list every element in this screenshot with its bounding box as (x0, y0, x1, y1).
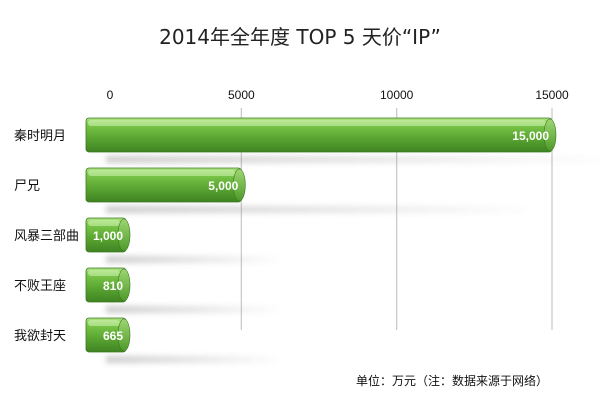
bar-highlight (88, 320, 120, 326)
unit-note: 单位：万元（注：数据来源于网络） (356, 373, 548, 388)
data-label: 810 (103, 279, 123, 293)
category-label: 风暴三部曲 (14, 229, 79, 244)
data-label: 1,000 (93, 229, 123, 243)
bar-shadow (106, 356, 284, 363)
bar (85, 267, 131, 303)
category-label: 尸兄 (14, 179, 40, 194)
bar (85, 317, 131, 353)
data-label: 15,000 (512, 129, 549, 143)
bar-end-cap (543, 118, 557, 152)
data-label: 665 (103, 329, 123, 343)
category-label: 我欲封天 (14, 328, 66, 344)
x-tick-label: 10000 (380, 88, 414, 102)
bar-end-cap (117, 318, 131, 352)
bar-end-cap (117, 268, 131, 302)
data-labels: 15,000 5,000 1,000 810 665 (93, 129, 549, 343)
bar-shadow (106, 206, 538, 213)
bar (85, 217, 131, 253)
data-label: 5,000 (208, 179, 238, 193)
x-tick-label: 0 (107, 88, 114, 102)
bars (85, 117, 557, 353)
bar-highlight (88, 270, 120, 276)
bar-shadows (106, 156, 600, 363)
bar-shadow (106, 256, 284, 263)
chart-title: 2014年全年度 TOP 5 天价“IP” (159, 25, 441, 49)
bar-highlight (88, 170, 236, 176)
bar-end-cap (233, 168, 246, 202)
bar-end-cap (117, 218, 131, 252)
x-tick-label: 5000 (228, 88, 255, 102)
bar-highlight (88, 220, 120, 226)
category-label: 秦时明月 (14, 129, 66, 144)
bar-shadow (106, 306, 284, 313)
bar-highlight (88, 120, 546, 126)
category-label: 不败王座 (14, 279, 66, 294)
bar (85, 117, 557, 153)
x-tick-label: 15000 (535, 88, 569, 102)
bar-shadow (106, 156, 600, 163)
x-axis-ticks: 0 5000 10000 15000 (107, 88, 569, 102)
bar (85, 167, 246, 203)
